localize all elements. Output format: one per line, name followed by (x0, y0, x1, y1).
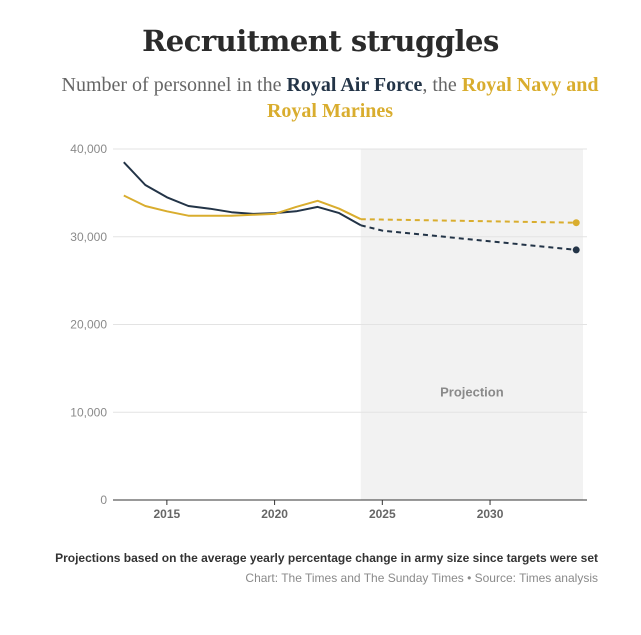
x-tick-label: 2020 (261, 507, 288, 521)
series-projection-raf (360, 224, 577, 251)
projection-label: Projection (440, 384, 504, 399)
y-tick-label: 30,000 (70, 230, 107, 244)
subtitle-navy-label: Royal Navy and Royal Marines (266, 74, 599, 122)
subtitle-raf-label: Royal Air Force (286, 74, 423, 96)
series-line-raf (123, 161, 362, 227)
y-tick-label: 10,000 (70, 405, 107, 419)
chart-subtitle: Number of personnel in the Royal Air For… (50, 72, 610, 124)
chart-source: Chart: The Times and The Sunday Times • … (245, 571, 598, 585)
x-tick-label: 2030 (477, 507, 504, 521)
y-tick-label: 40,000 (70, 142, 107, 156)
series-endpoint-raf (572, 246, 580, 254)
series-endpoint-navy (572, 219, 580, 227)
x-tick-label: 2025 (369, 507, 396, 521)
y-tick-label: 20,000 (70, 318, 107, 332)
subtitle-prefix: Number of personnel in the (61, 74, 287, 96)
chart-title: Recruitment struggles (142, 24, 499, 58)
subtitle-mid: , the (422, 74, 462, 96)
chart-note: Projections based on the average yearly … (55, 551, 598, 565)
series-line-navy (123, 194, 362, 221)
y-tick-label: 0 (100, 493, 107, 507)
x-tick-label: 2015 (154, 507, 181, 521)
